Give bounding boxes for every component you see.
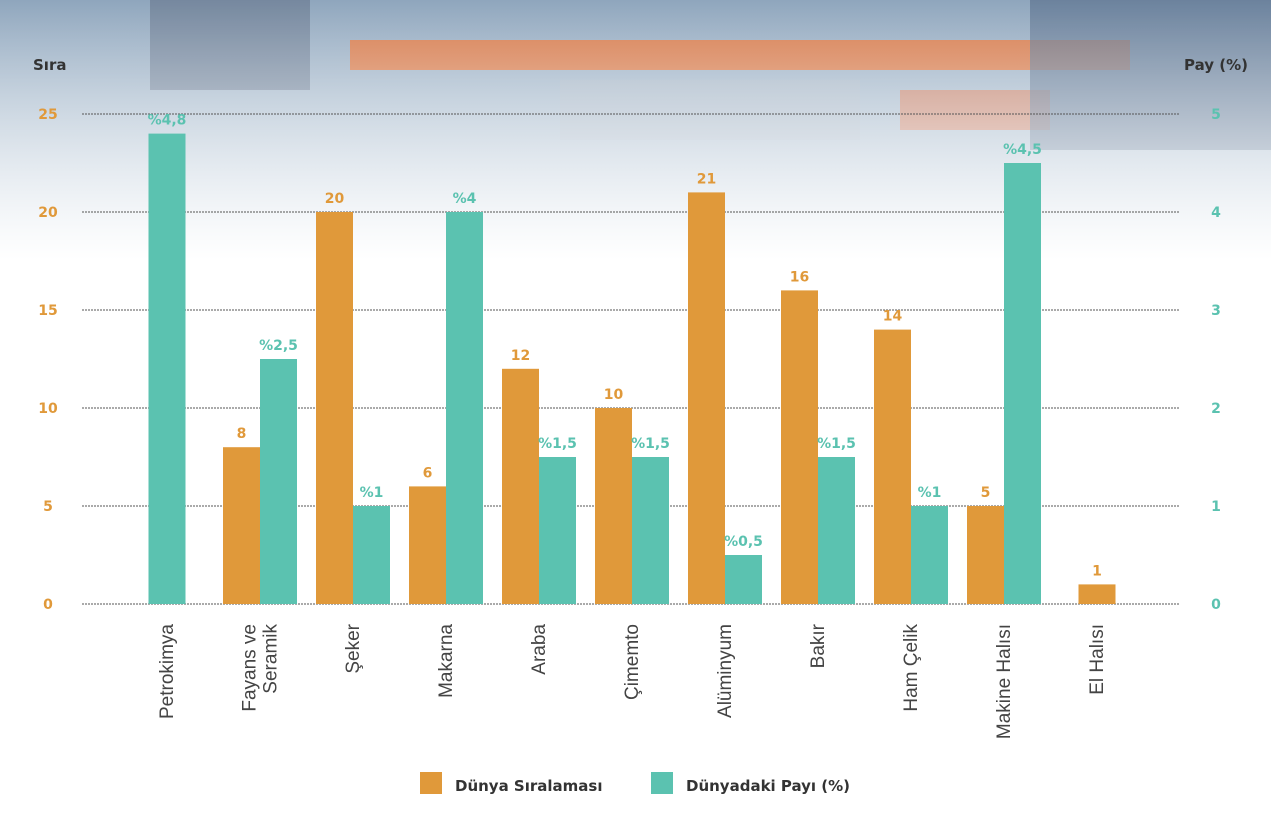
legend-label-dunya-siralamasi: Dünya Sıralaması [455, 777, 602, 795]
data-label-dunya-siralamasi: 20 [325, 191, 345, 207]
data-label-dunyadaki-payi: %4,8 [148, 113, 187, 129]
category-label: Alüminyum [715, 624, 736, 718]
legend: Dünya Sıralaması Dünyadaki Payı (%) [420, 772, 850, 795]
right-axis-ticks: 0 1 2 3 4 5 [1211, 107, 1221, 613]
right-tick-label: 4 [1211, 205, 1221, 221]
right-tick-label: 3 [1211, 303, 1221, 319]
bar-dunyadaki-payi [818, 457, 855, 604]
data-label-dunyadaki-payi: %1 [360, 485, 384, 501]
bar-dunyadaki-payi [260, 359, 297, 604]
bar-dunya-siralamasi [595, 408, 632, 604]
bar-dunya-siralamasi [1078, 584, 1116, 604]
right-tick-label: 0 [1211, 597, 1221, 613]
category-label-line: Seramik [261, 624, 282, 694]
category-label: Makarna [436, 624, 457, 698]
category-label: Şeker [343, 623, 364, 673]
bar-dunya-siralamasi [409, 486, 446, 604]
left-tick-label: 0 [43, 597, 53, 613]
data-labels: %4,8 8 %2,5 20 %1 6 %4 12 %1,5 10 %1,5 21 %0,5 16 %1,5… [148, 113, 1102, 580]
data-label-dunya-siralamasi: 12 [511, 348, 530, 364]
legend-swatch-dunyadaki-payi [651, 772, 673, 794]
data-label-dunya-siralamasi: 6 [423, 465, 433, 481]
data-label-dunya-siralamasi: 16 [790, 269, 809, 285]
legend-swatch-dunya-siralamasi [420, 772, 442, 794]
data-label-dunya-siralamasi: 1 [1092, 563, 1102, 579]
category-label-line: Fayans ve [240, 624, 261, 712]
bar-dunya-siralamasi [874, 329, 911, 604]
data-label-dunya-siralamasi: 14 [883, 309, 903, 325]
category-label-line: Araba [529, 624, 550, 675]
left-tick-label: 15 [38, 303, 57, 319]
category-labels: Petrokimya Fayans ve Seramik Şeker Makarna Ar… [157, 623, 1108, 739]
bar-dunyadaki-payi [1004, 163, 1041, 604]
bar-dunyadaki-payi [446, 212, 483, 604]
bar-dunyadaki-payi [725, 555, 762, 604]
category-label-line: Ham Çelik [901, 624, 922, 712]
right-tick-label: 1 [1211, 499, 1221, 515]
category-label: Çimemto [622, 624, 643, 700]
data-label-dunyadaki-payi: %1 [918, 485, 942, 501]
category-label: Ham Çelik [901, 624, 922, 712]
category-label-line: Makine Halısı [994, 624, 1015, 739]
left-axis-title: Sıra [33, 56, 66, 74]
category-label: Petrokimya [157, 624, 178, 719]
right-axis-title: Pay (%) [1184, 56, 1248, 74]
bar-dunya-siralamasi [223, 447, 260, 604]
data-label-dunyadaki-payi: %2,5 [259, 338, 298, 354]
category-label: Bakır [808, 623, 829, 668]
legend-label-dunyadaki-payi: Dünyadaki Payı (%) [686, 777, 850, 795]
left-tick-label: 20 [38, 205, 58, 221]
data-label-dunyadaki-payi: %1,5 [631, 436, 670, 452]
category-label-line: Şeker [343, 623, 364, 673]
category-label-line: Çimemto [622, 624, 643, 700]
data-label-dunya-siralamasi: 5 [981, 485, 991, 501]
bar-dunyadaki-payi [148, 133, 186, 604]
bars [148, 133, 1116, 604]
left-axis-ticks: 0 5 10 15 20 25 [38, 107, 58, 613]
category-label-line: Bakır [808, 623, 829, 668]
bar-dunya-siralamasi [967, 506, 1004, 604]
left-tick-label: 10 [38, 401, 58, 417]
bar-dunyadaki-payi [911, 506, 948, 604]
right-tick-label: 2 [1211, 401, 1221, 417]
bar-dunya-siralamasi [781, 290, 818, 604]
data-label-dunyadaki-payi: %4,5 [1003, 142, 1042, 158]
data-label-dunya-siralamasi: 21 [697, 171, 716, 187]
category-label: Makine Halısı [994, 624, 1015, 739]
data-label-dunyadaki-payi: %4 [453, 191, 477, 207]
category-label: Araba [529, 624, 550, 675]
data-label-dunyadaki-payi: %0,5 [724, 534, 763, 550]
bar-dunya-siralamasi [502, 368, 539, 604]
data-label-dunyadaki-payi: %1,5 [817, 436, 856, 452]
category-label-line: Alüminyum [715, 624, 736, 718]
category-label-line: Makarna [436, 624, 457, 698]
category-label: El Halısı [1087, 624, 1108, 695]
bar-dunya-siralamasi [688, 192, 725, 604]
category-label-line: Petrokimya [157, 624, 178, 719]
category-label: Fayans ve Seramik [240, 624, 282, 712]
bar-dunyadaki-payi [353, 506, 390, 604]
category-label-line: El Halısı [1087, 624, 1108, 695]
bar-dunyadaki-payi [632, 457, 669, 604]
data-label-dunya-siralamasi: 10 [604, 387, 624, 403]
left-tick-label: 5 [43, 499, 53, 515]
data-label-dunya-siralamasi: 8 [237, 426, 247, 442]
bar-dunya-siralamasi [316, 212, 353, 604]
data-label-dunyadaki-payi: %1,5 [538, 436, 577, 452]
bar-dunyadaki-payi [539, 457, 576, 604]
right-tick-label: 5 [1211, 107, 1221, 123]
left-tick-label: 25 [38, 107, 57, 123]
